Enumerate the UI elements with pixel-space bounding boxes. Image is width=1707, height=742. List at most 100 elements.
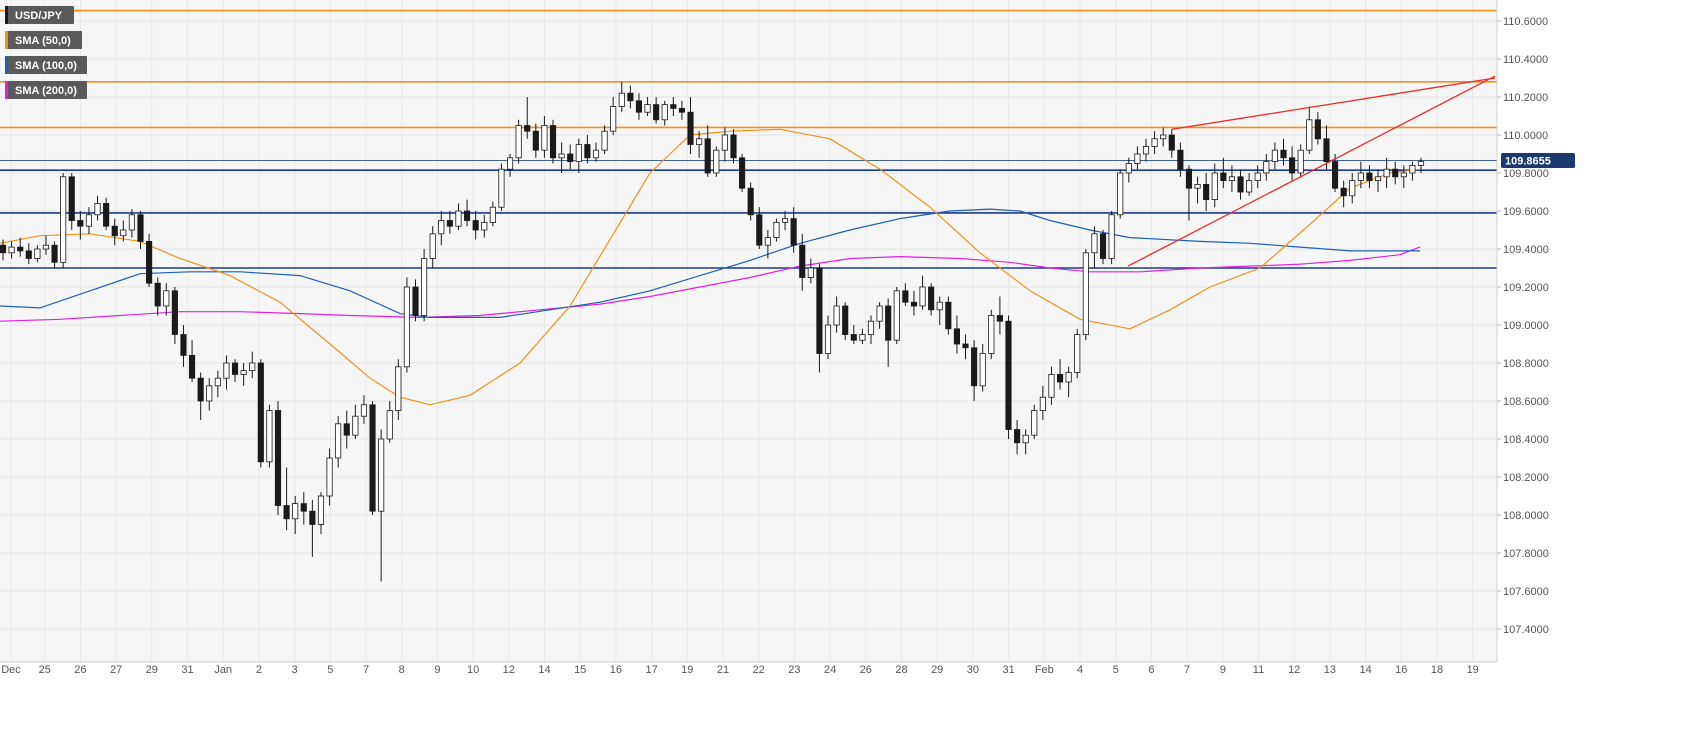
candle-body-up xyxy=(1246,180,1253,193)
candle xyxy=(103,197,110,230)
candle-body-down xyxy=(584,144,591,159)
legend-box xyxy=(5,31,82,49)
x-tick-label: 3 xyxy=(292,664,298,676)
candle-body-down xyxy=(51,244,58,263)
candle xyxy=(1074,328,1081,379)
candle xyxy=(249,351,256,379)
candle-body-down xyxy=(77,220,84,227)
candle-body-up xyxy=(867,320,875,335)
candle-body-down xyxy=(300,503,307,512)
candle xyxy=(1374,169,1382,192)
candle xyxy=(8,241,15,259)
candle xyxy=(94,195,101,221)
candle-body-up xyxy=(163,290,170,307)
candle-body-down xyxy=(1314,119,1321,140)
candle-body-down xyxy=(412,286,419,316)
candle-body-up xyxy=(421,258,428,316)
candle xyxy=(335,416,342,468)
y-tick-label: 110.4000 xyxy=(1503,54,1548,66)
candle xyxy=(876,302,883,329)
y-tick-label: 107.4000 xyxy=(1503,624,1549,636)
x-tick-label: 9 xyxy=(1220,664,1226,676)
candle-body-down xyxy=(928,286,935,311)
candle-body-up xyxy=(610,106,617,132)
candle xyxy=(1228,165,1235,192)
y-tick-label: 110.0000 xyxy=(1503,130,1548,142)
x-tick-label: 24 xyxy=(824,664,836,676)
candle-body-up xyxy=(8,246,15,254)
x-tick-label: 5 xyxy=(327,664,333,676)
candle xyxy=(1160,127,1167,147)
candle xyxy=(1134,146,1141,170)
candle xyxy=(283,467,290,531)
candle xyxy=(257,359,264,468)
candle-body-up xyxy=(326,457,333,497)
candle xyxy=(1125,157,1132,183)
candle-body-down xyxy=(678,108,685,113)
candle xyxy=(42,235,50,255)
candle-body-up xyxy=(1039,396,1046,411)
candle-body-up xyxy=(618,92,625,107)
candle-body-down xyxy=(549,125,557,159)
x-tick-label: 14 xyxy=(538,664,550,676)
candle xyxy=(240,363,247,386)
candle xyxy=(189,340,196,382)
candle-body-up xyxy=(824,324,832,354)
y-tick-label: 108.0000 xyxy=(1503,510,1549,522)
candle-body-up xyxy=(1263,161,1270,174)
candle xyxy=(223,355,230,390)
candle-body-down xyxy=(1289,157,1296,174)
current-price-label: 109.8655 xyxy=(1505,156,1551,168)
candle xyxy=(1254,165,1261,189)
candle xyxy=(481,214,488,238)
candle-body-down xyxy=(687,111,694,145)
candle-body-up xyxy=(352,415,359,436)
candle-body-up xyxy=(644,104,651,113)
x-tick-label: 26 xyxy=(860,664,872,676)
candle-body-down xyxy=(816,267,823,354)
candle-body-up xyxy=(1374,176,1382,182)
candle xyxy=(824,315,832,360)
candle-body-up xyxy=(1117,172,1124,216)
candle xyxy=(455,203,462,230)
candle-body-up xyxy=(919,286,926,307)
y-axis-background xyxy=(1497,0,1707,742)
candle xyxy=(610,97,617,135)
y-tick-label: 109.0000 xyxy=(1503,320,1549,332)
candle xyxy=(326,448,333,506)
trendline xyxy=(1171,77,1496,130)
candle-body-up xyxy=(713,149,720,174)
candle-body-up xyxy=(335,423,342,459)
candle xyxy=(1392,161,1399,185)
candle-body-up xyxy=(1228,176,1235,182)
candle xyxy=(1014,420,1021,455)
candle-body-up xyxy=(558,153,565,159)
candle xyxy=(644,97,651,116)
x-tick-label: 23 xyxy=(788,664,800,676)
candle-body-down xyxy=(996,315,1003,322)
candle-body-down xyxy=(635,100,643,113)
candle-body-up xyxy=(498,168,505,208)
candle-body-up xyxy=(317,495,325,525)
y-tick-label: 108.8000 xyxy=(1503,358,1549,370)
candle-body-down xyxy=(910,301,918,307)
candle-body-down xyxy=(953,328,960,345)
x-tick-label: 8 xyxy=(399,664,405,676)
candle-body-up xyxy=(249,362,256,371)
candle xyxy=(1048,366,1055,405)
candle-body-up xyxy=(876,305,883,322)
candle xyxy=(231,359,239,382)
candle xyxy=(541,116,548,158)
candle xyxy=(1177,142,1184,177)
candle-body-up xyxy=(1417,161,1425,166)
candle xyxy=(575,138,582,173)
y-axis: 107.4000 107.6000 107.8000 108.0000 108.2000… xyxy=(1497,16,1549,636)
candle xyxy=(704,125,711,177)
x-tick-label: 5 xyxy=(1113,664,1119,676)
candle-body-down xyxy=(446,220,453,227)
horizontal-levels xyxy=(0,9,1497,269)
candle-body-up xyxy=(438,220,445,235)
candle-body-up xyxy=(455,210,462,227)
legend-swatch xyxy=(5,6,8,24)
